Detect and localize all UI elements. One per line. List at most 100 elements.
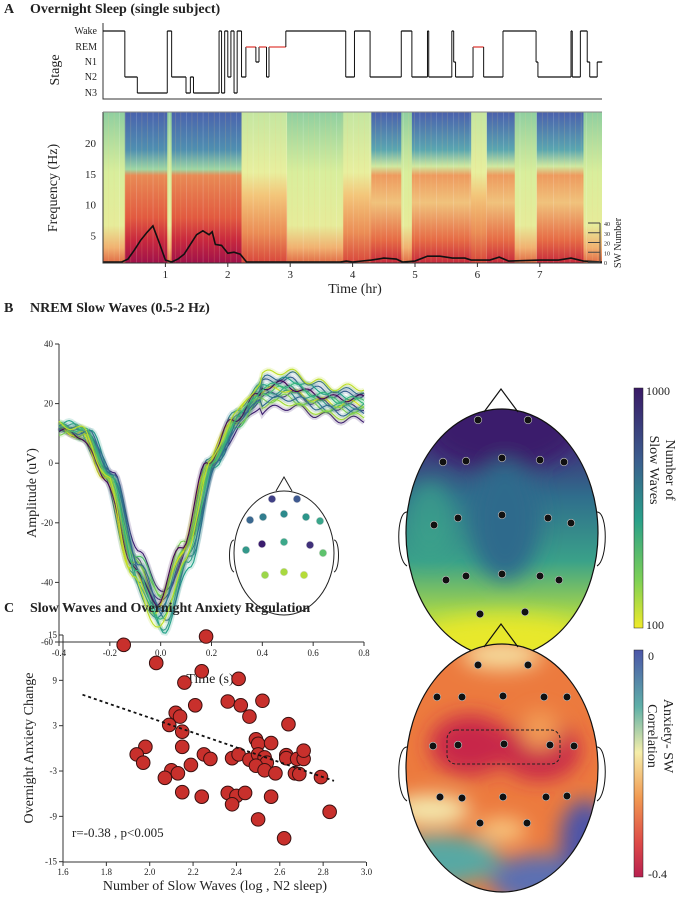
electrode xyxy=(499,739,509,749)
y-tick-label: -60 xyxy=(41,637,53,647)
spectrogram-band xyxy=(514,112,538,263)
stage-label-wake: Wake xyxy=(74,26,97,37)
sw-tick-label: 30 xyxy=(604,232,610,238)
erp-channel-line xyxy=(58,395,365,612)
electrode xyxy=(429,520,439,530)
colorbar-label-line: Correlation xyxy=(644,704,659,768)
colorbar-sw-count-max: 1000 xyxy=(646,384,670,398)
spectrogram-xlabel: Time (hr) xyxy=(328,282,382,297)
x-tick-label: -0.2 xyxy=(103,648,117,658)
electrode xyxy=(562,692,572,702)
scatter-point xyxy=(250,812,266,827)
scatter-point xyxy=(242,709,257,724)
scatter-point xyxy=(268,765,283,781)
x-tick-label: 5 xyxy=(412,269,418,281)
scatter-point xyxy=(148,655,164,671)
x-tick-label: 1 xyxy=(163,269,169,281)
x-tick-label: 2 xyxy=(225,269,231,281)
scatter-point xyxy=(255,693,270,709)
scatter-point xyxy=(135,755,151,771)
electrode xyxy=(473,415,483,425)
y-tick-label: 15 xyxy=(48,630,58,640)
inset-electrode xyxy=(299,570,309,580)
electrode xyxy=(435,792,445,802)
scatter-point xyxy=(291,766,307,782)
spectrogram-axis xyxy=(102,112,602,264)
scatter-point xyxy=(231,671,246,687)
scatter-annotation: r=-0.38 , p<0.005 xyxy=(72,825,164,840)
spectrogram-band xyxy=(371,112,402,263)
x-tick-label: 2.8 xyxy=(318,867,330,877)
electrode xyxy=(461,456,471,466)
y-tick-label: 5 xyxy=(91,230,97,242)
spectrogram-band xyxy=(287,112,344,263)
topomap-correlation xyxy=(398,622,606,893)
electrode xyxy=(539,692,549,702)
inset-electrode xyxy=(267,494,277,504)
y-tick-label: -15 xyxy=(45,857,57,867)
colorbar-correlation-max: 0 xyxy=(648,649,654,663)
x-tick-label: -0.4 xyxy=(52,648,67,658)
electrode xyxy=(497,453,507,463)
scatter-point xyxy=(157,770,173,786)
electrode xyxy=(432,692,442,702)
inset-ear xyxy=(333,539,339,573)
scatter-point xyxy=(170,765,186,781)
electrode xyxy=(438,457,448,467)
x-tick-label: 7 xyxy=(537,269,543,281)
scatter-point xyxy=(198,629,214,644)
scatter-point xyxy=(263,735,279,751)
electrode xyxy=(520,607,530,617)
panel-a-letter: A xyxy=(4,2,15,17)
y-tick-label: -3 xyxy=(50,766,58,776)
inset-electrode xyxy=(292,494,302,504)
scatter-point xyxy=(194,663,210,679)
spectrogram-band xyxy=(486,112,516,263)
inset-electrode xyxy=(318,548,328,558)
erp-channel-line xyxy=(58,368,365,628)
scatter-point xyxy=(220,694,236,709)
y-tick-label: 9 xyxy=(53,675,58,685)
electrode xyxy=(535,455,545,465)
colorbar-label-line: Number of xyxy=(662,439,677,500)
inset-electrode xyxy=(245,515,255,525)
sw-tick-label: 10 xyxy=(604,251,610,257)
scatter-point xyxy=(177,675,192,690)
x-tick-label: 2.2 xyxy=(187,867,198,877)
colorbar-label-line: Slow Waves xyxy=(646,435,661,504)
spectrogram-axes: 1 2 3 4 5 6 7 5 10 15 20 0 10 20 30 40 xyxy=(85,111,610,281)
colorbar-sw-count-min: 100 xyxy=(646,618,664,632)
scatter-point xyxy=(174,739,190,755)
electrode xyxy=(562,791,572,801)
x-tick-label: 2.4 xyxy=(231,867,243,877)
inset-nose xyxy=(275,475,293,492)
scatter-point xyxy=(322,804,337,820)
electrode xyxy=(453,513,463,523)
electrode xyxy=(475,609,485,619)
y-tick-label: 20 xyxy=(44,399,54,409)
spectrogram xyxy=(103,112,602,263)
colorbar-sw-count xyxy=(633,387,644,629)
erp-ylabel: Amplitude (uV) xyxy=(25,448,40,538)
x-tick-label: 1.6 xyxy=(57,867,69,877)
electrode xyxy=(541,792,551,802)
x-tick-label: 0.0 xyxy=(155,648,167,658)
spectrogram-band xyxy=(343,112,372,263)
electrode xyxy=(545,740,555,750)
spectrogram-band xyxy=(401,112,413,263)
inset-electrode xyxy=(305,540,315,550)
scatter-point xyxy=(116,637,131,653)
colorbar-correlation-label: Anxiety- SWCorrelation xyxy=(644,699,675,774)
electrode xyxy=(457,793,467,803)
sw-tick-label: 0 xyxy=(604,261,607,267)
spectrogram-ylabel: Frequency (Hz) xyxy=(46,144,61,233)
x-tick-label: 0.6 xyxy=(308,648,320,658)
electrode xyxy=(554,575,564,585)
erp-channel-line xyxy=(58,371,365,621)
scatter-point xyxy=(233,697,249,713)
erp-channel-line xyxy=(58,386,365,615)
anxiety-scatter-plot: 1.6 1.8 2.0 2.2 2.4 2.6 2.8 3.0 15 9 3 -3 -9 -15 xyxy=(45,629,373,877)
inset-electrode xyxy=(279,509,289,519)
spectrogram-band xyxy=(241,112,288,263)
electrode xyxy=(522,818,532,828)
